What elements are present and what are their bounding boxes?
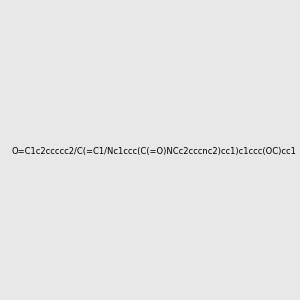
Text: O=C1c2ccccc2/C(=C1/Nc1ccc(C(=O)NCc2cccnc2)cc1)c1ccc(OC)cc1: O=C1c2ccccc2/C(=C1/Nc1ccc(C(=O)NCc2cccnc… [11, 147, 296, 156]
